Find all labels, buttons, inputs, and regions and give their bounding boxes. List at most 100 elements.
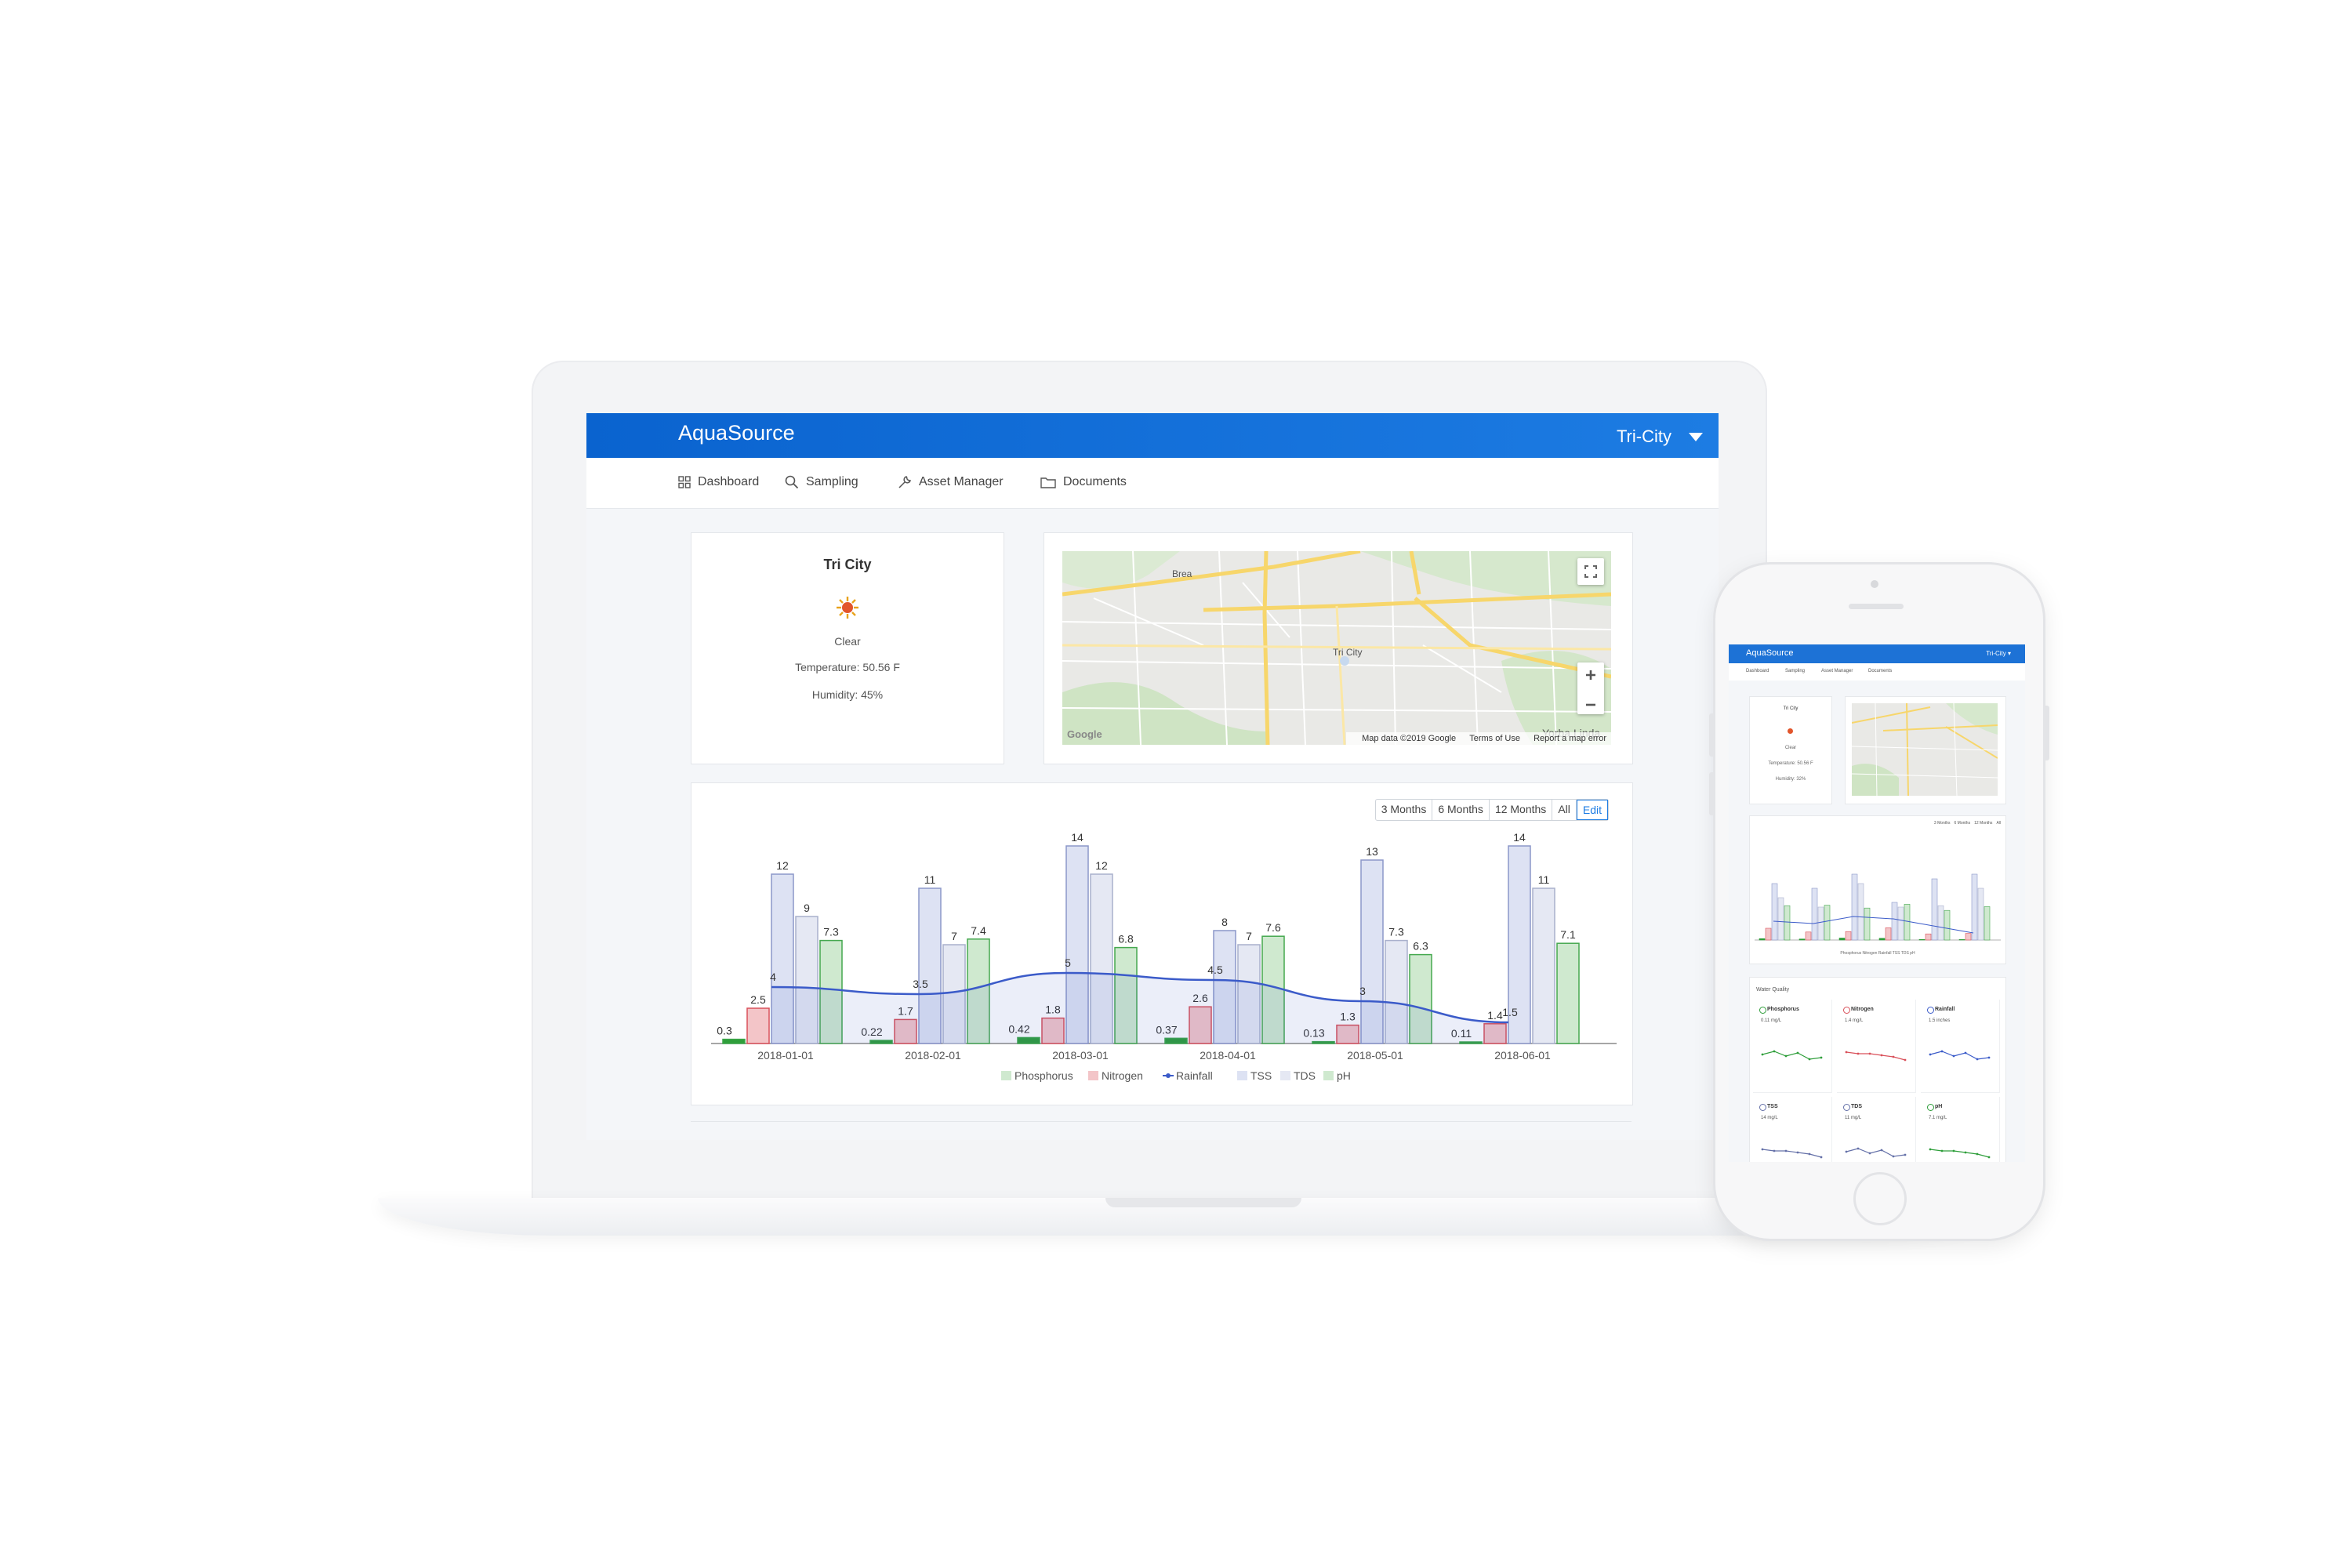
bar-nitrogen-2018-03-01[interactable]	[1041, 1017, 1065, 1044]
phone-tile-tds[interactable]: TDS 11 mg/L	[1837, 1097, 1916, 1162]
legend-label-ph[interactable]: pH	[1337, 1069, 1351, 1082]
bar-phosphorus-2018-06-01[interactable]	[1459, 1041, 1483, 1044]
nav-item-documents[interactable]: Documents	[1040, 475, 1127, 489]
bar-nitrogen-2018-02-01[interactable]	[894, 1018, 917, 1044]
phone-nav-documents[interactable]: Documents	[1868, 669, 1893, 673]
bar-phosphorus-2018-01-01[interactable]	[722, 1038, 746, 1044]
edit-button[interactable]: Edit	[1576, 800, 1608, 820]
phone-tile-tss[interactable]: TSS 14 mg/L	[1753, 1097, 1832, 1162]
map-card: Brea Tri City Yorba Linda Google Map dat…	[1044, 532, 1633, 764]
range-6-months-button[interactable]: 6 Months	[1432, 800, 1490, 820]
x-tick-label: 2018-06-01	[1494, 1049, 1551, 1062]
bar-ph-2018-03-01[interactable]	[1114, 946, 1138, 1044]
legend-label-nitrogen[interactable]: Nitrogen	[1102, 1069, 1143, 1082]
bar-ph-2018-02-01[interactable]	[967, 938, 990, 1044]
sparkline-point	[1976, 1152, 1979, 1156]
google-logo: Google	[1067, 728, 1102, 740]
app-title[interactable]: AquaSource	[678, 421, 795, 445]
legend-swatch-nitrogen	[1088, 1071, 1098, 1080]
phone-bar-ph	[1864, 907, 1871, 941]
fullscreen-button[interactable]	[1577, 558, 1604, 585]
data-label-phosphorus: 0.42	[1008, 1022, 1029, 1035]
map-view[interactable]: Brea Tri City Yorba Linda Google Map dat…	[1062, 551, 1611, 745]
terms-link[interactable]: Terms of Use	[1469, 734, 1520, 743]
bar-tds-2018-04-01[interactable]	[1237, 944, 1261, 1044]
legend-marker-rainfall	[1166, 1073, 1171, 1078]
bar-phosphorus-2018-02-01[interactable]	[869, 1040, 893, 1044]
bar-ph-2018-06-01[interactable]	[1556, 942, 1580, 1044]
bar-tds-2018-05-01[interactable]	[1385, 939, 1408, 1044]
phone-tile-phosphorus[interactable]: Phosphorus 0.11 mg/L	[1753, 1000, 1832, 1093]
bar-tss-2018-01-01[interactable]	[771, 873, 794, 1044]
sparkline-point	[1940, 1050, 1944, 1053]
phone-range-all[interactable]: All	[1996, 821, 2001, 826]
nav-label: Dashboard	[698, 475, 760, 488]
chevron-down-icon[interactable]	[1689, 433, 1703, 441]
phone-range-12-months[interactable]: 12 Months	[1974, 821, 1993, 826]
phone-range-3-months[interactable]: 3 Months	[1933, 821, 1951, 826]
bar-tss-2018-04-01[interactable]	[1213, 930, 1236, 1044]
range-12-months-button[interactable]: 12 Months	[1490, 800, 1553, 820]
legend-label-tss[interactable]: TSS	[1250, 1069, 1272, 1082]
range-3-months-button[interactable]: 3 Months	[1376, 800, 1433, 820]
phone-location-selector[interactable]: Tri-City ▾	[1986, 650, 2011, 657]
phone-nav-dashboard[interactable]: Dashboard	[1746, 669, 1769, 673]
legend-label-rainfall[interactable]: Rainfall	[1176, 1069, 1213, 1082]
zoom-out-icon[interactable]	[1577, 692, 1604, 718]
weather-humidity: Humidity: 45%	[811, 688, 884, 701]
zoom-in-icon[interactable]	[1577, 662, 1604, 688]
phone-tile-ph[interactable]: pH 7.1 mg/L	[1921, 1097, 2000, 1162]
tile-name: TDS	[1851, 1104, 1862, 1109]
data-label-tss: 14	[1071, 831, 1083, 844]
phone-home-button[interactable]	[1853, 1172, 1907, 1225]
phone-map-view[interactable]	[1852, 703, 1998, 796]
bar-tss-2018-05-01[interactable]	[1360, 859, 1384, 1044]
phone-nav-sampling[interactable]: Sampling	[1785, 669, 1806, 673]
data-label-tds: 7	[951, 930, 957, 942]
bar-nitrogen-2018-06-01[interactable]	[1483, 1023, 1507, 1044]
nav-item-sampling[interactable]: Sampling	[785, 475, 858, 489]
bar-phosphorus-2018-04-01[interactable]	[1164, 1037, 1188, 1044]
weather-condition: Clear	[834, 635, 861, 648]
phone-volume-up	[1709, 713, 1715, 757]
bar-tds-2018-03-01[interactable]	[1090, 873, 1113, 1044]
nav-item-dashboard[interactable]: Dashboard	[678, 475, 759, 489]
phone-tile-rainfall[interactable]: Rainfall 1.5 inches	[1921, 1000, 2000, 1093]
legend-label-tds[interactable]: TDS	[1294, 1069, 1316, 1082]
data-label-nitrogen: 1.7	[898, 1004, 913, 1017]
tile-name: Nitrogen	[1851, 1007, 1874, 1012]
bar-phosphorus-2018-05-01[interactable]	[1312, 1040, 1335, 1044]
bar-ph-2018-01-01[interactable]	[819, 939, 843, 1044]
bar-nitrogen-2018-01-01[interactable]	[746, 1007, 770, 1044]
phone-map-card	[1845, 696, 2006, 804]
phone-app-title[interactable]: AquaSource	[1746, 648, 1794, 658]
phone-tile-nitrogen[interactable]: Nitrogen 1.4 mg/L	[1837, 1000, 1916, 1093]
tile-sparkline	[1929, 1148, 1991, 1159]
data-label-rainfall: 4.5	[1207, 964, 1223, 976]
phone-nav-asset-manager[interactable]: Asset Manager	[1821, 669, 1853, 673]
bar-tds-2018-01-01[interactable]	[795, 916, 818, 1044]
bar-ph-2018-05-01[interactable]	[1409, 953, 1432, 1044]
bar-tss-2018-03-01[interactable]	[1065, 845, 1089, 1044]
nav-item-asset-manager[interactable]: Asset Manager	[898, 475, 1004, 489]
bar-tss-2018-06-01[interactable]	[1508, 845, 1531, 1044]
range-all-button[interactable]: All	[1552, 800, 1577, 820]
legend-swatch-tss	[1237, 1071, 1247, 1080]
bar-tds-2018-02-01[interactable]	[942, 944, 966, 1044]
location-selector[interactable]: Tri-City	[1616, 426, 1671, 446]
bar-tss-2018-02-01[interactable]	[918, 887, 942, 1044]
bar-tds-2018-06-01[interactable]	[1532, 887, 1555, 1044]
laptop-screen: AquaSource Tri-City Dashboard Sampling A…	[586, 413, 1719, 1140]
phone-weather-temperature: Temperature: 50.56 F	[1768, 761, 1813, 766]
phone-bar-tds	[1857, 883, 1864, 941]
phone-app-header: AquaSource Tri-City ▾	[1729, 644, 2025, 663]
phone-range-6-months[interactable]: 6 Months	[1954, 821, 1971, 826]
bar-nitrogen-2018-05-01[interactable]	[1336, 1024, 1359, 1044]
legend-label-phosphorus[interactable]: Phosphorus	[1014, 1069, 1073, 1082]
data-label-ph: 7.6	[1265, 921, 1281, 934]
phone-bar-phosphorus	[1878, 938, 1886, 941]
bar-nitrogen-2018-04-01[interactable]	[1189, 1006, 1212, 1044]
bar-phosphorus-2018-03-01[interactable]	[1017, 1036, 1040, 1044]
report-link[interactable]: Report a map error	[1534, 734, 1606, 743]
rainfall-line[interactable]	[771, 971, 1509, 1024]
